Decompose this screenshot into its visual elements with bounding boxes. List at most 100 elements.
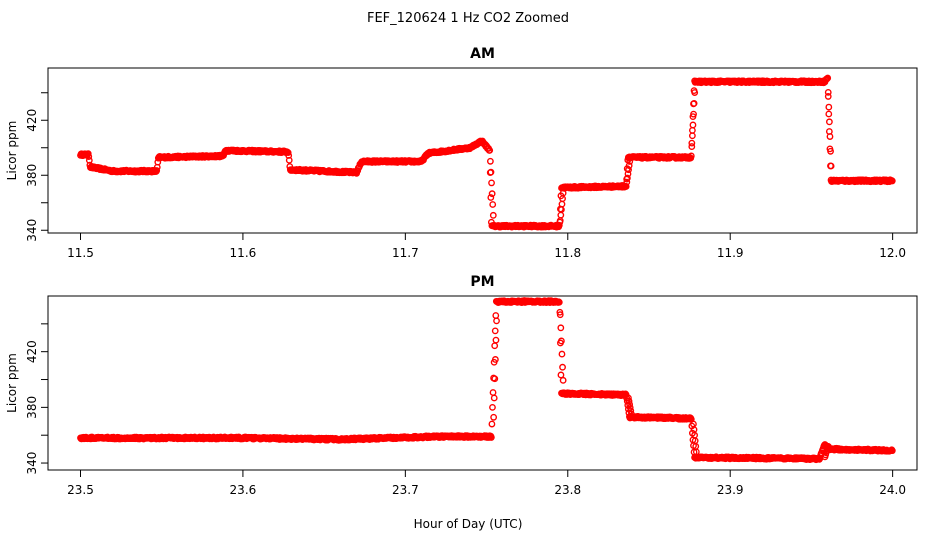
plot-frame: [47, 295, 918, 471]
data-point: [557, 324, 565, 332]
data-point: [491, 375, 499, 383]
data-point: [692, 448, 700, 456]
data-point: [489, 201, 497, 208]
pm-panel: PM Licor ppm 23.5 23.6 23.7 23.8 23.9 24.0 340 38…: [5, 274, 918, 497]
y-tick-label: 340: [25, 452, 39, 475]
data-point: [558, 350, 566, 358]
data-point: [487, 194, 495, 201]
data-point: [559, 363, 566, 371]
y-axis-label: Licor ppm: [5, 121, 19, 181]
y-tick-label: 380: [25, 396, 39, 419]
data-point: [85, 153, 93, 160]
data-point: [488, 190, 496, 198]
x-tick-label: 23.8: [554, 483, 581, 497]
data-point: [84, 150, 92, 158]
data-point: [624, 174, 631, 182]
x-tick-label: 11.9: [717, 246, 744, 260]
data-point: [490, 394, 498, 402]
data-point: [825, 103, 833, 111]
data-point: [625, 397, 633, 405]
data-points: [77, 297, 896, 464]
data-point: [493, 317, 500, 325]
data-point: [486, 146, 494, 154]
data-point: [491, 327, 499, 335]
data-point: [623, 178, 631, 186]
data-point: [491, 342, 499, 350]
data-point: [491, 356, 499, 363]
data-point: [627, 407, 635, 415]
data-point: [489, 389, 497, 396]
data-point: [487, 168, 495, 176]
data-point: [557, 211, 565, 219]
data-point: [486, 157, 494, 165]
data-point: [824, 93, 832, 100]
data-point: [492, 312, 500, 319]
x-tick-label: 23.6: [230, 483, 257, 497]
data-point: [285, 156, 293, 164]
data-point: [691, 89, 699, 96]
data-point: [490, 413, 498, 421]
x-tick-label: 23.9: [717, 483, 744, 497]
data-point: [690, 99, 698, 107]
y-tick-label: 340: [25, 219, 39, 242]
data-point: [888, 177, 896, 185]
data-point: [688, 139, 696, 147]
data-point: [826, 133, 834, 140]
data-point: [626, 400, 634, 408]
x-tick-label: 11.7: [392, 246, 419, 260]
data-point: [827, 147, 834, 155]
data-point: [687, 152, 695, 160]
data-point: [688, 126, 696, 134]
data-point: [827, 162, 835, 170]
y-tick-label: 380: [25, 164, 39, 187]
data-point: [489, 403, 496, 411]
data-point: [153, 167, 161, 174]
x-tick-label: 11.5: [67, 246, 94, 260]
x-tick-label: 11.8: [554, 246, 581, 260]
data-point: [689, 121, 697, 129]
data-point: [555, 298, 563, 306]
data-point: [626, 404, 634, 411]
data-point: [487, 434, 495, 441]
plot-frame: [47, 67, 918, 234]
data-point: [559, 376, 567, 384]
data-point: [690, 110, 697, 118]
data-point: [824, 88, 832, 96]
x-tick-label: 23.5: [67, 483, 94, 497]
data-point: [825, 110, 833, 118]
data-point: [622, 183, 630, 190]
data-point: [556, 311, 564, 319]
x-tick-label: 12.0: [879, 246, 906, 260]
y-axis-label: Licor ppm: [5, 353, 19, 413]
data-point: [826, 118, 833, 126]
data-point: [492, 336, 500, 344]
x-tick-label: 23.7: [392, 483, 419, 497]
data-point: [624, 170, 632, 178]
am-panel: AM Licor ppm 11.5 11.6 11.7 11.8 11.9 12.0 340 38…: [5, 46, 918, 260]
data-point: [284, 149, 292, 157]
data-point: [625, 394, 632, 402]
data-point: [625, 162, 633, 170]
data-point: [627, 410, 635, 418]
figure-title: FEF_120624 1 Hz CO2 Zoomed: [367, 11, 569, 26]
data-point: [489, 211, 497, 219]
data-point: [557, 371, 565, 379]
x-axis-label: Hour of Day (UTC): [414, 517, 523, 531]
data-point: [626, 158, 634, 165]
y-tick-label: 420: [25, 109, 39, 132]
data-point: [625, 166, 632, 174]
data-point: [824, 443, 832, 451]
data-point: [488, 179, 495, 187]
panel-title: PM: [470, 274, 494, 290]
data-points: [77, 74, 896, 231]
data-point: [488, 420, 496, 428]
y-tick-label: 420: [25, 340, 39, 363]
data-point: [824, 74, 832, 82]
panel-title: AM: [470, 46, 495, 62]
data-point: [559, 189, 567, 197]
data-point: [557, 337, 565, 345]
x-tick-label: 24.0: [879, 483, 906, 497]
data-point: [688, 132, 696, 140]
data-point: [888, 447, 896, 455]
